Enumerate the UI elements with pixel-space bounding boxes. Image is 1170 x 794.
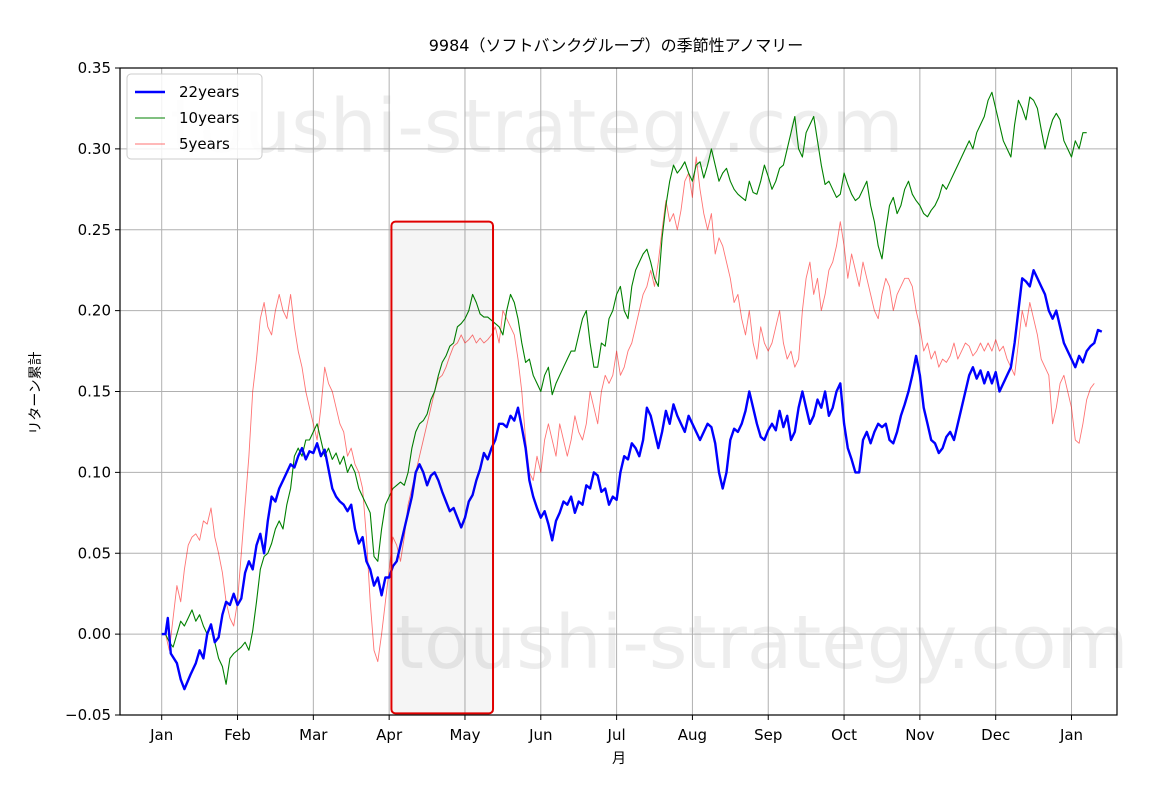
series-line-5years (161, 156, 1095, 663)
x-tick-label: Sep (754, 726, 782, 744)
x-tick-label: Feb (224, 726, 251, 744)
x-tick-label: May (449, 726, 480, 744)
y-tick-label: −0.05 (65, 706, 111, 724)
x-tick-label: Oct (831, 726, 857, 744)
watermark-text: toushi-strategy.com (170, 84, 904, 170)
legend-label-22years: 22years (179, 83, 240, 101)
y-axis-label: リターン累計 (28, 351, 44, 434)
highlight-layer (390, 220, 495, 715)
x-tick-label: Mar (299, 726, 328, 744)
legend-label-10years: 10years (179, 109, 240, 127)
x-tick-label: Apr (376, 726, 403, 744)
ticks-layer: Jan Feb Mar Apr May Jun Jul Aug Sep Oct Nov Dec Jan −… (65, 59, 1083, 744)
chart-title: 9984（ソフトバンクグループ）の季節性アノマリー (429, 36, 803, 55)
highlight-shade (391, 221, 494, 714)
y-tick-label: 0.00 (78, 625, 111, 643)
legend-box (126, 73, 263, 160)
series-line-10years (161, 91, 1087, 685)
x-tick-label: Dec (981, 726, 1010, 744)
y-tick-label: 0.05 (78, 544, 111, 562)
x-tick-label: Jan (1059, 726, 1083, 744)
highlight-box (390, 220, 495, 715)
x-tick-label: Aug (678, 726, 707, 744)
watermark-layer: toushi-strategy.com toushi-strategy.com (170, 84, 1129, 686)
legend: 22years 10years 5years (126, 73, 263, 160)
x-tick-label: Jan (149, 726, 173, 744)
x-axis-label: 月 (612, 751, 626, 767)
x-tick-label: Nov (905, 726, 934, 744)
series-layer (161, 91, 1103, 691)
y-tick-label: 0.30 (78, 140, 111, 158)
series-line-22years (161, 269, 1103, 691)
x-tick-label: Jun (528, 726, 552, 744)
y-tick-label: 0.35 (78, 59, 111, 77)
y-tick-label: 0.10 (78, 463, 111, 481)
x-tick-label: Jul (607, 726, 626, 744)
legend-label-5years: 5years (179, 135, 230, 153)
y-tick-label: 0.25 (78, 221, 111, 239)
watermark-text: toushi-strategy.com (395, 600, 1129, 686)
y-tick-label: 0.20 (78, 302, 111, 320)
y-tick-label: 0.15 (78, 383, 111, 401)
